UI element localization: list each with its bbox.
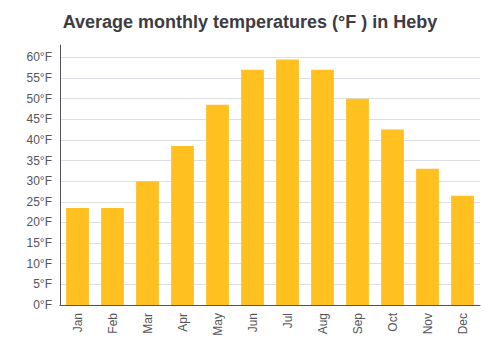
svg-text:55°F: 55°F bbox=[27, 71, 52, 85]
svg-text:20°F: 20°F bbox=[27, 215, 52, 229]
svg-text:Aug: Aug bbox=[316, 313, 330, 334]
svg-text:15°F: 15°F bbox=[27, 236, 52, 250]
svg-text:50°F: 50°F bbox=[27, 92, 52, 106]
svg-text:Jun: Jun bbox=[246, 313, 260, 332]
svg-text:25°F: 25°F bbox=[27, 195, 52, 209]
svg-text:5°F: 5°F bbox=[33, 277, 52, 291]
svg-text:Dec: Dec bbox=[456, 313, 470, 334]
svg-text:60°F: 60°F bbox=[27, 50, 52, 64]
svg-text:35°F: 35°F bbox=[27, 154, 52, 168]
svg-text:10°F: 10°F bbox=[27, 257, 52, 271]
svg-text:Jan: Jan bbox=[71, 313, 85, 332]
svg-text:40°F: 40°F bbox=[27, 133, 52, 147]
svg-text:45°F: 45°F bbox=[27, 112, 52, 126]
svg-text:30°F: 30°F bbox=[27, 174, 52, 188]
svg-text:Apr: Apr bbox=[176, 313, 190, 332]
svg-text:Mar: Mar bbox=[141, 313, 155, 334]
svg-text:Feb: Feb bbox=[106, 313, 120, 334]
svg-text:0°F: 0°F bbox=[33, 298, 52, 312]
svg-text:Average monthly temperatures (: Average monthly temperatures (°F ) in He… bbox=[63, 12, 438, 32]
svg-text:Nov: Nov bbox=[421, 313, 435, 334]
svg-text:Sep: Sep bbox=[351, 313, 365, 335]
svg-text:Jul: Jul bbox=[281, 313, 295, 328]
svg-text:May: May bbox=[211, 313, 225, 336]
svg-text:Oct: Oct bbox=[386, 312, 400, 331]
